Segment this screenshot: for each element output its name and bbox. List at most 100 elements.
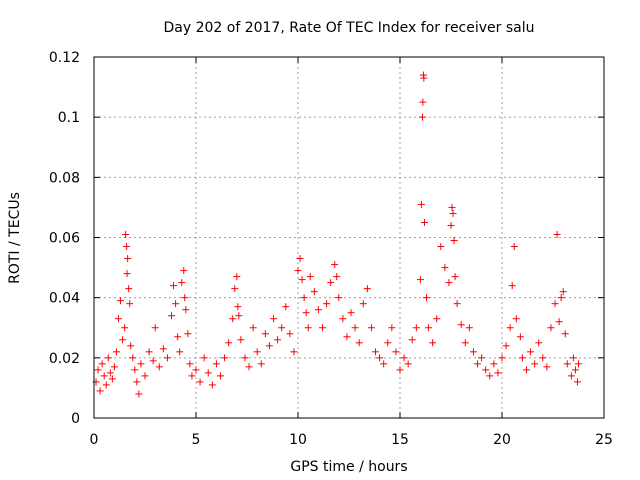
data-point	[384, 339, 392, 347]
data-point	[486, 372, 494, 380]
data-point	[241, 354, 249, 362]
data-point	[465, 324, 473, 332]
data-point	[557, 294, 565, 302]
data-point	[129, 354, 137, 362]
data-point	[449, 209, 457, 217]
data-point	[567, 372, 575, 380]
data-point	[423, 294, 431, 302]
data-point	[419, 98, 427, 106]
data-point	[527, 348, 535, 356]
data-point	[108, 375, 116, 383]
data-point	[181, 294, 189, 302]
data-point	[327, 279, 335, 287]
x-tick-label: 15	[391, 432, 409, 448]
data-point	[112, 348, 120, 356]
data-point	[245, 363, 253, 371]
y-tick-label: 0.1	[58, 110, 80, 126]
data-point	[121, 324, 129, 332]
data-point	[225, 339, 233, 347]
data-point	[170, 282, 178, 290]
data-point	[155, 363, 163, 371]
data-point	[151, 324, 159, 332]
data-point	[221, 354, 229, 362]
data-point	[343, 333, 351, 341]
data-point	[123, 270, 131, 278]
data-point	[180, 267, 188, 275]
data-point	[575, 360, 582, 368]
data-point	[482, 366, 490, 374]
data-point	[363, 285, 371, 293]
data-point	[216, 372, 224, 380]
data-point	[508, 282, 516, 290]
data-point	[547, 324, 555, 332]
y-tick-label: 0.08	[49, 170, 80, 186]
data-point	[176, 348, 184, 356]
data-point	[253, 348, 261, 356]
data-point	[184, 330, 192, 338]
data-point	[396, 366, 404, 374]
x-tick-label: 20	[493, 432, 511, 448]
data-points	[92, 71, 582, 398]
data-point	[286, 330, 294, 338]
data-point	[114, 315, 122, 323]
data-point	[518, 354, 526, 362]
data-point	[192, 366, 200, 374]
data-point	[450, 237, 458, 245]
data-point	[490, 360, 498, 368]
data-point	[106, 369, 114, 377]
data-point	[208, 381, 216, 389]
data-point	[453, 300, 461, 308]
data-point	[314, 306, 322, 314]
data-point	[124, 255, 132, 263]
data-point	[270, 315, 278, 323]
data-point	[388, 324, 396, 332]
data-point	[433, 315, 441, 323]
data-point	[163, 354, 171, 362]
data-point	[102, 381, 110, 389]
data-point	[351, 324, 359, 332]
y-tick-label: 0.06	[49, 231, 80, 247]
data-point	[448, 203, 456, 211]
data-point	[447, 221, 455, 229]
data-point	[110, 363, 118, 371]
data-point	[539, 354, 547, 362]
data-point	[282, 303, 290, 311]
x-tick-label: 5	[192, 432, 201, 448]
data-point	[376, 354, 384, 362]
x-tick-label: 25	[595, 432, 613, 448]
data-point	[318, 324, 326, 332]
grid-lines	[94, 57, 604, 418]
data-point	[380, 360, 388, 368]
data-point	[478, 354, 486, 362]
data-point	[98, 360, 106, 368]
data-point	[302, 309, 310, 317]
y-tick-label: 0	[71, 411, 80, 427]
data-point	[233, 273, 241, 281]
data-point	[186, 360, 194, 368]
data-point	[123, 243, 131, 251]
plot-frame	[93, 56, 605, 419]
data-point	[429, 339, 437, 347]
data-point	[331, 261, 339, 269]
data-point	[569, 354, 577, 362]
data-point	[563, 360, 571, 368]
y-tick-label: 0.12	[49, 50, 80, 66]
data-point	[506, 324, 514, 332]
data-point	[571, 366, 579, 374]
data-point	[231, 285, 239, 293]
data-point	[94, 366, 102, 374]
data-point	[323, 300, 331, 308]
data-point	[420, 218, 428, 226]
data-point	[553, 230, 561, 238]
data-point	[249, 324, 257, 332]
data-point	[135, 390, 143, 398]
data-point	[573, 378, 581, 386]
data-point	[133, 378, 141, 386]
data-point	[474, 360, 482, 368]
data-point	[404, 360, 412, 368]
data-point	[392, 348, 400, 356]
data-point	[188, 372, 196, 380]
data-point	[96, 387, 104, 395]
chart-title: Day 202 of 2017, Rate Of TEC Index for r…	[163, 20, 534, 36]
